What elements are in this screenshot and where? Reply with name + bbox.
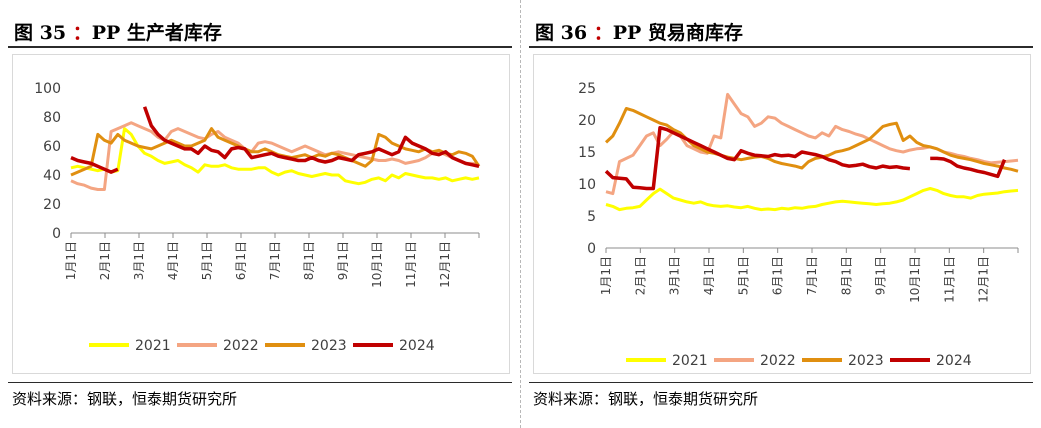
x-tick-label: 7月1日	[805, 256, 819, 295]
x-tick-label: 1月1日	[599, 256, 613, 295]
title-rule	[529, 46, 1033, 48]
x-tick-label: 3月1日	[132, 241, 146, 280]
figure-title-text: PP 生产者库存	[91, 22, 222, 44]
x-tick-label: 11月1日	[942, 256, 956, 303]
x-tick-label: 7月1日	[268, 241, 282, 280]
y-tick-label: 60	[43, 139, 61, 155]
series-line-2022	[605, 92, 1019, 196]
y-tick-label: 10	[578, 177, 596, 193]
legend-label-2021: 2021	[135, 338, 171, 354]
series-line-2022	[70, 121, 480, 191]
title-colon: ：	[593, 22, 613, 44]
y-tick-label: 0	[587, 241, 596, 257]
source-rule	[529, 382, 1033, 383]
x-tick-label: 4月1日	[166, 241, 180, 280]
x-tick-label: 9月1日	[874, 256, 888, 295]
legend-label-2023: 2023	[848, 353, 884, 369]
x-tick-label: 12月1日	[438, 241, 452, 288]
chart-frame: 0 5 10 15 20 25 1月1日 2月1日 3月1日 4月1日 5月1日 6月1日 7月1日 8月…	[533, 54, 1031, 374]
legend-label-2021: 2021	[672, 353, 708, 369]
x-tick-label: 5月1日	[736, 256, 750, 295]
x-tick-label: 10月1日	[908, 256, 922, 303]
y-tick-label: 100	[34, 81, 61, 97]
x-tick-label: 10月1日	[370, 241, 384, 288]
x-tick-label: 8月1日	[839, 256, 853, 295]
line-chart-trader-inventory: 0 5 10 15 20 25 1月1日 2月1日 3月1日 4月1日 5月1日 6月1日 7月1日 8月…	[578, 81, 1019, 369]
x-tick-label: 2月1日	[98, 241, 112, 280]
x-tick-label: 9月1日	[336, 241, 350, 280]
x-tick-label: 1月1日	[64, 241, 78, 280]
x-tick-label: 12月1日	[977, 256, 991, 303]
x-tick-label: 3月1日	[668, 256, 682, 295]
source-rule	[8, 382, 512, 383]
y-tick-label: 15	[578, 145, 596, 161]
x-tick-label: 4月1日	[702, 256, 716, 295]
figure-number: 图 35	[14, 22, 67, 44]
title-rule	[8, 46, 512, 48]
chart-panel-producer: 图 35 ：PP 生产者库存 0 20 40 60 80 100 1月1日 2月1日 3月1日 4…	[0, 0, 520, 428]
x-tick-label: 6月1日	[771, 256, 785, 295]
y-tick-label: 0	[52, 226, 61, 242]
legend-label-2024: 2024	[936, 353, 972, 369]
figure-title-text: PP 贸易商库存	[612, 22, 743, 44]
y-tick-label: 40	[43, 168, 61, 184]
source-note: 资料来源：钢联，恒泰期货研究所	[12, 390, 238, 408]
legend-label-2023: 2023	[311, 338, 347, 354]
chart-title: 图 36 ：PP 贸易商库存	[535, 18, 743, 45]
series-line-2021	[605, 187, 1019, 212]
legend-label-2022: 2022	[760, 353, 796, 369]
figure-number: 图 36	[535, 22, 588, 44]
line-chart-producer-inventory: 0 20 40 60 80 100 1月1日 2月1日 3月1日 4月1日 5月1日 6月1日 7月1日…	[34, 81, 481, 354]
legend-label-2024: 2024	[399, 338, 435, 354]
x-tick-label: 6月1日	[234, 241, 248, 280]
title-colon: ：	[72, 22, 92, 44]
chart-title: 图 35 ：PP 生产者库存	[14, 18, 222, 45]
panel-divider	[520, 0, 522, 428]
chart-panel-trader: 图 36 ：PP 贸易商库存 0 5 10 15 20 25 1月1日 2月1日 3月1日 4月1…	[521, 0, 1041, 428]
y-tick-label: 80	[43, 110, 61, 126]
series-line-2024	[70, 106, 480, 174]
x-tick-label: 11月1日	[404, 241, 418, 288]
source-note: 资料来源：钢联，恒泰期货研究所	[533, 390, 759, 408]
x-tick-label: 5月1日	[200, 241, 214, 280]
legend-label-2022: 2022	[223, 338, 259, 354]
y-tick-label: 20	[43, 197, 61, 213]
y-tick-label: 20	[578, 113, 596, 129]
y-tick-label: 25	[578, 81, 596, 97]
series-line-2023	[604, 107, 1019, 173]
y-tick-label: 5	[587, 209, 596, 225]
series-line-2024	[604, 125, 1007, 191]
chart-frame: 0 20 40 60 80 100 1月1日 2月1日 3月1日 4月1日 5月1日 6月1日 7月1日…	[12, 54, 510, 374]
x-tick-label: 8月1日	[302, 241, 316, 280]
x-tick-label: 2月1日	[633, 256, 647, 295]
